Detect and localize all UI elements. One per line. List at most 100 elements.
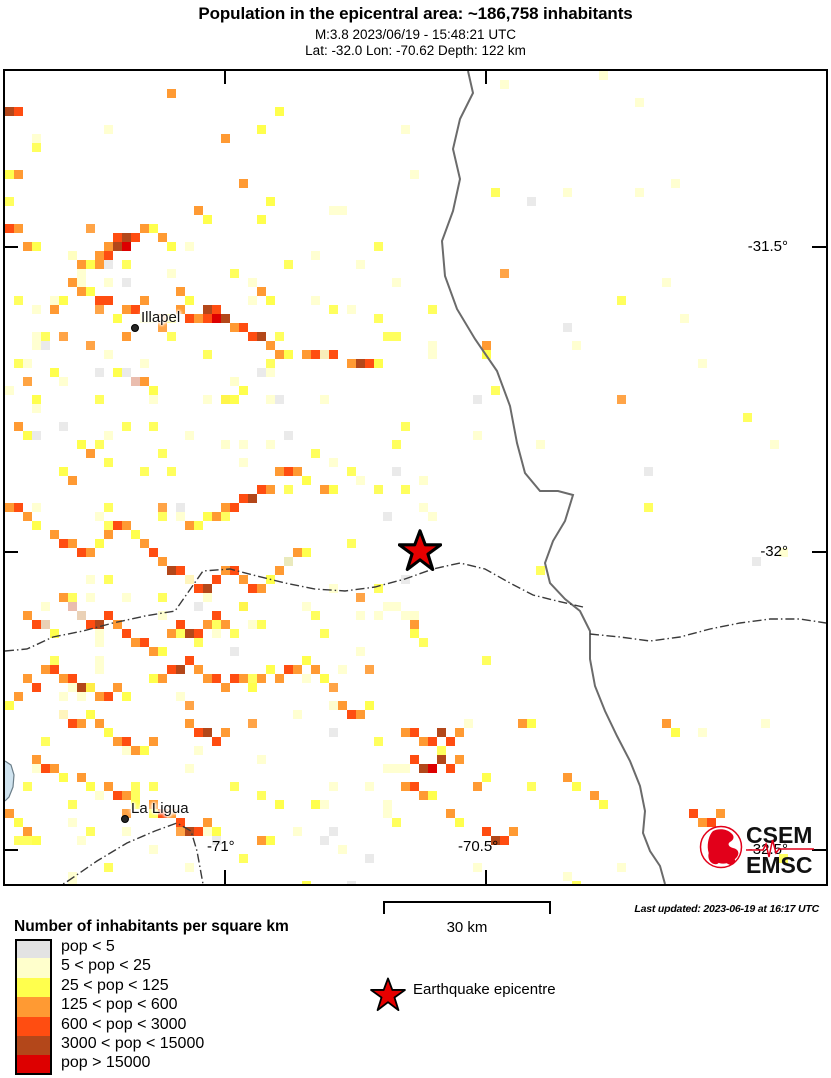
population-cell [383, 332, 392, 341]
population-cell [230, 647, 239, 656]
population-cell [212, 629, 221, 638]
population-cell [14, 692, 23, 701]
population-cell [32, 134, 41, 143]
population-cell [419, 737, 428, 746]
population-cell [122, 746, 131, 755]
population-cell [320, 485, 329, 494]
population-cell [230, 782, 239, 791]
population-cell [275, 674, 284, 683]
population-cell [212, 512, 221, 521]
legend-swatch [15, 1016, 52, 1036]
population-cell [662, 719, 671, 728]
population-cell [329, 458, 338, 467]
population-cell [149, 314, 158, 323]
population-cell [194, 629, 203, 638]
population-cell [293, 827, 302, 836]
population-cell [104, 278, 113, 287]
legend-row: pop > 15000 [15, 1054, 355, 1075]
population-cell [131, 800, 140, 809]
population-cell [509, 827, 518, 836]
population-cell [32, 683, 41, 692]
population-cell [212, 305, 221, 314]
population-cell [95, 512, 104, 521]
population-cell [347, 305, 356, 314]
city-marker-la-ligua[interactable] [121, 815, 129, 823]
population-cell [662, 278, 671, 287]
population-cell [104, 611, 113, 620]
event-location-line: Lat: -32.0 Lon: -70.62 Depth: 122 km [305, 43, 526, 58]
population-cell [68, 683, 77, 692]
population-cell [284, 431, 293, 440]
population-cell [338, 665, 347, 674]
population-cell [113, 233, 122, 242]
population-cell [104, 575, 113, 584]
population-cell [284, 467, 293, 476]
csem-emsc-logo[interactable]: CSEM EMSC [698, 814, 820, 880]
population-cell [311, 251, 320, 260]
population-cell [68, 602, 77, 611]
population-cell [383, 512, 392, 521]
map-canvas[interactable]: Illapel La Ligua -31.5° -32° -32.5° -71°… [5, 71, 826, 884]
population-cell [239, 386, 248, 395]
population-cell [194, 728, 203, 737]
population-cell [167, 629, 176, 638]
lat-tick-mark-left-3 [5, 849, 18, 851]
population-cell [185, 296, 194, 305]
population-cell [383, 602, 392, 611]
population-cell [59, 593, 68, 602]
population-cell [266, 296, 275, 305]
scale-bar-label: 30 km [446, 919, 488, 936]
population-cell [410, 170, 419, 179]
population-cell [356, 260, 365, 269]
population-cell [527, 782, 536, 791]
population-cell [95, 296, 104, 305]
population-cell [158, 647, 167, 656]
population-cell [5, 170, 14, 179]
population-cell [473, 431, 482, 440]
lat-tick-mark-1 [812, 246, 826, 248]
city-marker-illapel[interactable] [131, 324, 139, 332]
population-cell [77, 719, 86, 728]
population-cell [5, 386, 14, 395]
population-cell [203, 818, 212, 827]
population-cell [347, 467, 356, 476]
population-cell [347, 359, 356, 368]
population-cell [437, 746, 446, 755]
population-cell [239, 494, 248, 503]
population-cell [248, 683, 257, 692]
population-cell [671, 179, 680, 188]
population-cell [113, 314, 122, 323]
population-cell [266, 197, 275, 206]
population-cell [392, 818, 401, 827]
population-cell [122, 692, 131, 701]
population-cell [212, 611, 221, 620]
population-cell [446, 764, 455, 773]
population-cell [392, 278, 401, 287]
population-density-layer [5, 71, 826, 884]
population-cell [347, 881, 356, 884]
population-cell [32, 836, 41, 845]
population-cell [14, 422, 23, 431]
legend-row: pop < 5 [15, 938, 355, 959]
population-cell [302, 881, 311, 884]
population-cell [365, 854, 374, 863]
lon-tick-label-1: -71° [207, 838, 235, 855]
population-cell [14, 503, 23, 512]
population-cell [365, 782, 374, 791]
population-cell [644, 503, 653, 512]
population-cell [59, 377, 68, 386]
city-label-illapel: Illapel [141, 309, 181, 326]
population-cell [284, 665, 293, 674]
map-frame[interactable]: Illapel La Ligua -31.5° -32° -32.5° -71°… [3, 69, 828, 886]
population-cell [68, 800, 77, 809]
population-cell [95, 791, 104, 800]
population-cell [14, 836, 23, 845]
population-cell [77, 440, 86, 449]
population-cell [5, 503, 14, 512]
earthquake-epicentre-star[interactable] [398, 529, 442, 573]
population-cell [158, 503, 167, 512]
population-cell [311, 449, 320, 458]
population-cell [203, 674, 212, 683]
population-cell [68, 278, 77, 287]
population-cell [248, 584, 257, 593]
